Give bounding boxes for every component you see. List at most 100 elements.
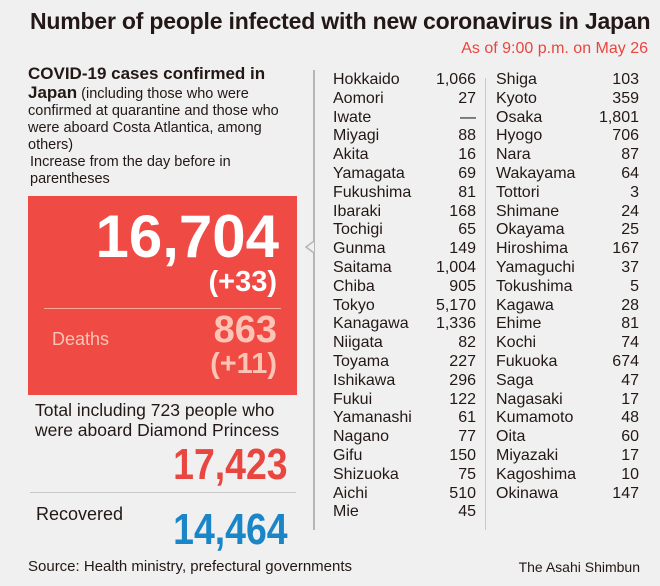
table-row: Shizuoka 75 [333, 465, 476, 484]
case-count: 88 [458, 127, 476, 145]
prefecture-name: Shimane [496, 202, 560, 220]
pointer-notch [305, 241, 315, 253]
case-count: 45 [458, 503, 476, 521]
prefecture-name: Fukushima [333, 183, 412, 201]
prefecture-name: Kyoto [496, 89, 537, 107]
case-count: 28 [621, 296, 639, 314]
table-row: Iwate — [333, 108, 476, 127]
prefecture-name: Shiga [496, 71, 537, 88]
prefecture-name: Kagoshima [496, 465, 577, 483]
case-count: 64 [621, 164, 639, 182]
case-count: 296 [449, 371, 476, 389]
table-row: Nagano 77 [333, 427, 476, 446]
case-count: 24 [621, 202, 639, 220]
case-count: 87 [621, 146, 639, 164]
prefecture-name: Fukuoka [496, 352, 558, 370]
case-count: 48 [621, 409, 639, 427]
table-row: Tochigi 65 [333, 220, 476, 239]
prefecture-name: Nagasaki [496, 390, 563, 408]
case-count: 122 [449, 390, 476, 408]
case-count: 1,801 [598, 108, 639, 126]
prefecture-name: Oita [496, 428, 526, 446]
table-row: Kumamoto 48 [496, 408, 639, 427]
case-count: 167 [612, 240, 639, 258]
case-count: 227 [449, 352, 476, 370]
table-row: Ehime 81 [496, 314, 639, 333]
prefecture-name: Gifu [333, 446, 363, 464]
prefecture-column-2: Shiga 103 Kyoto 359 Osaka 1,801 Hyogo 706 Nara 87… [496, 70, 639, 502]
table-row: Saga 47 [496, 371, 639, 390]
case-count: 905 [449, 277, 476, 295]
case-count: 81 [458, 183, 476, 201]
case-count: 1,066 [435, 71, 476, 88]
case-count: 16 [458, 146, 476, 164]
table-row: Kanagawa 1,336 [333, 314, 476, 333]
prefecture-name: Okinawa [496, 484, 559, 502]
table-row: Yamagata 69 [333, 164, 476, 183]
case-count: 149 [449, 240, 476, 258]
table-row: Hiroshima 167 [496, 239, 639, 258]
case-count: 81 [621, 315, 639, 333]
prefecture-name: Kagawa [496, 296, 554, 314]
table-row: Hokkaido 1,066 [333, 70, 476, 89]
case-count: 37 [621, 258, 639, 276]
table-row: Kagawa 28 [496, 296, 639, 315]
case-count: 65 [458, 221, 476, 239]
table-row: Gifu 150 [333, 446, 476, 465]
prefecture-name: Nara [496, 146, 531, 164]
table-row: Yamaguchi 37 [496, 258, 639, 277]
summary-heading: COVID-19 cases confirmed in Japan (inclu… [28, 65, 298, 154]
case-count: 674 [612, 352, 639, 370]
table-row: Aomori 27 [333, 89, 476, 108]
case-count: 5,170 [435, 296, 476, 314]
prefecture-name: Gunma [333, 240, 386, 258]
case-count: 359 [612, 89, 639, 107]
table-row: Aichi 510 [333, 484, 476, 503]
prefecture-name: Miyazaki [496, 446, 559, 464]
table-row: Ishikawa 296 [333, 371, 476, 390]
case-count: — [460, 108, 476, 126]
prefecture-name: Kumamoto [496, 409, 574, 427]
divider [30, 492, 296, 493]
prefecture-name: Saitama [333, 258, 392, 276]
case-count: 168 [449, 202, 476, 220]
prefecture-name: Hiroshima [496, 240, 569, 258]
table-row: Miyagi 88 [333, 126, 476, 145]
table-row: Chiba 905 [333, 277, 476, 296]
divider [44, 308, 281, 309]
table-row: Tokyo 5,170 [333, 296, 476, 315]
prefecture-name: Kanagawa [333, 315, 409, 333]
case-count: 60 [621, 428, 639, 446]
table-row: Shiga 103 [496, 70, 639, 89]
prefecture-name: Tottori [496, 183, 540, 201]
table-row: Niigata 82 [333, 333, 476, 352]
recovered-label: Recovered [36, 504, 124, 524]
case-count: 147 [612, 484, 639, 502]
case-count: 1,336 [435, 315, 476, 333]
case-count: 25 [621, 221, 639, 239]
prefecture-name: Fukui [333, 390, 373, 408]
case-count: 82 [458, 334, 476, 352]
prefecture-name: Chiba [333, 277, 375, 295]
case-count: 17 [621, 446, 639, 464]
table-row: Kyoto 359 [496, 89, 639, 108]
table-row: Okinawa 147 [496, 484, 639, 503]
prefecture-name: Osaka [496, 108, 543, 126]
case-count: 510 [449, 484, 476, 502]
prefecture-name: Ehime [496, 315, 542, 333]
table-row: Tokushima 5 [496, 277, 639, 296]
table-row: Gunma 149 [333, 239, 476, 258]
table-row: Nagasaki 17 [496, 390, 639, 409]
table-row: Ibaraki 168 [333, 202, 476, 221]
total-label: Total including 723 people who were aboa… [35, 400, 280, 440]
prefecture-name: Aichi [333, 484, 368, 502]
prefecture-name: Wakayama [496, 164, 576, 182]
case-count: 1,004 [435, 258, 476, 276]
prefecture-name: Hyogo [496, 127, 543, 145]
divider [485, 78, 486, 530]
source-note: Source: Health ministry, prefectural gov… [28, 558, 353, 575]
prefecture-name: Yamagata [333, 164, 405, 182]
credit: The Asahi Shimbun [518, 559, 640, 575]
table-row: Osaka 1,801 [496, 108, 639, 127]
